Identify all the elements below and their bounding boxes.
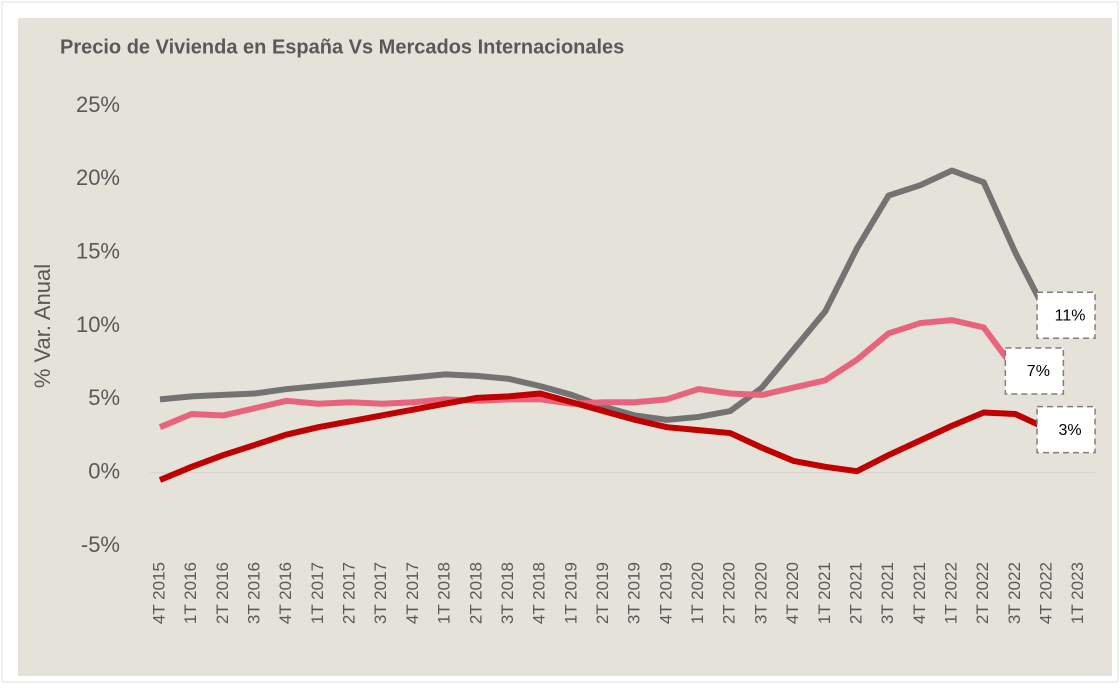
x-tick-label: 3T 2020 [751,562,770,624]
data-label-box [1036,291,1096,340]
chart-title: Precio de Vivienda en España Vs Mercados… [60,36,624,58]
x-tick-label: 2T 2018 [466,562,485,624]
data-label: 3% [1058,422,1081,439]
x-tick-label: 2T 2016 [213,562,232,624]
x-tick-label: 2T 2022 [973,562,992,624]
x-tick-label: 3T 2019 [625,562,644,624]
y-tick-label: 10% [76,312,120,337]
x-tick-label: 1T 2020 [688,562,707,624]
y-tick-label: 20% [76,165,120,190]
x-tick-label: 3T 2022 [1005,562,1024,624]
x-tick-label: 4T 2015 [149,562,168,624]
x-tick-label: 4T 2022 [1037,562,1056,624]
x-tick-label: 4T 2018 [530,562,549,624]
x-tick-label: 4T 2016 [276,562,295,624]
x-tick-label: 1T 2016 [181,562,200,624]
y-tick-label: 25% [76,92,120,117]
data-label: 7% [1027,363,1050,380]
x-tick-label: 4T 2017 [403,562,422,624]
x-tick-label: 3T 2021 [878,562,897,624]
x-tick-label: 1T 2021 [815,562,834,624]
x-tick-label: 1T 2018 [435,562,454,624]
y-tick-label: 0% [88,458,120,483]
series-line [159,167,1050,423]
series-line [158,390,1049,483]
data-label: 11% [1055,307,1086,324]
x-tick-label: 4T 2019 [656,562,675,624]
y-tick-label: 5% [88,385,120,410]
x-tick-label: 4T 2021 [910,562,929,624]
series-line [158,317,1018,430]
x-tick-label: 3T 2016 [245,562,264,624]
y-tick-label: -5% [81,532,120,557]
x-tick-label: 3T 2018 [498,562,517,624]
x-tick-label: 2T 2021 [846,562,865,624]
x-tick-label: 1T 2022 [941,562,960,624]
x-tick-label: 3T 2017 [371,562,390,624]
x-tick-label: 4T 2020 [783,562,802,624]
y-tick-label: 15% [76,238,120,263]
x-tick-label: 1T 2019 [561,562,580,624]
x-tick-label: 2T 2017 [340,562,359,624]
y-axis-label: % Var. Anual [30,264,55,388]
data-label-box [1004,347,1065,395]
plot-background [18,18,1112,676]
x-tick-label: 1T 2023 [1068,562,1087,624]
x-tick-label: 2T 2019 [593,562,612,624]
data-label-box [1036,405,1096,454]
x-tick-label: 2T 2020 [720,562,739,624]
x-tick-label: 1T 2017 [308,562,327,624]
